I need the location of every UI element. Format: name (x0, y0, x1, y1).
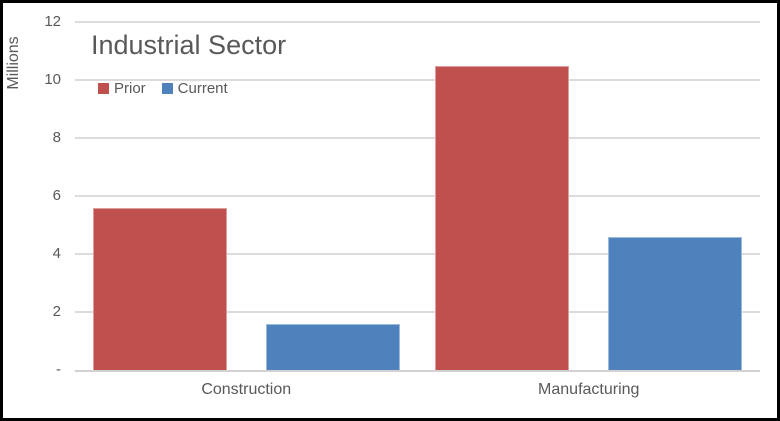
gridline-4 (75, 253, 760, 255)
y-tick-label-2: 2 (52, 303, 61, 320)
gridline-12 (75, 21, 760, 23)
bar-current-construction (265, 323, 400, 370)
chart-title: Industrial Sector (91, 30, 287, 60)
y-tick-label-8: 8 (52, 129, 61, 146)
legend: Prior Current (98, 80, 228, 97)
y-tick-label-6: 6 (52, 187, 61, 204)
bar-prior-construction (92, 207, 227, 370)
plot-area (75, 21, 760, 372)
y-tick-label-4: 4 (52, 245, 61, 262)
gridline-6 (75, 195, 760, 197)
legend-item-prior: Prior (98, 80, 146, 97)
gridline-10 (75, 79, 760, 81)
legend-label-prior: Prior (114, 80, 146, 97)
y-tick-label--: - (56, 361, 61, 378)
gridline-8 (75, 137, 760, 139)
bar-prior-manufacturing (435, 65, 570, 370)
legend-item-current: Current (161, 80, 228, 97)
legend-swatch-current (161, 83, 173, 94)
bar-current-manufacturing (608, 236, 743, 370)
x-category-label-manufacturing: Manufacturing (538, 381, 640, 398)
gridline-2 (75, 311, 760, 313)
y-tick-label-12: 12 (44, 13, 61, 30)
y-tick-label-10: 10 (44, 71, 61, 88)
legend-label-current: Current (177, 80, 228, 97)
legend-swatch-prior (98, 83, 109, 94)
x-category-label-construction: Construction (201, 381, 292, 398)
